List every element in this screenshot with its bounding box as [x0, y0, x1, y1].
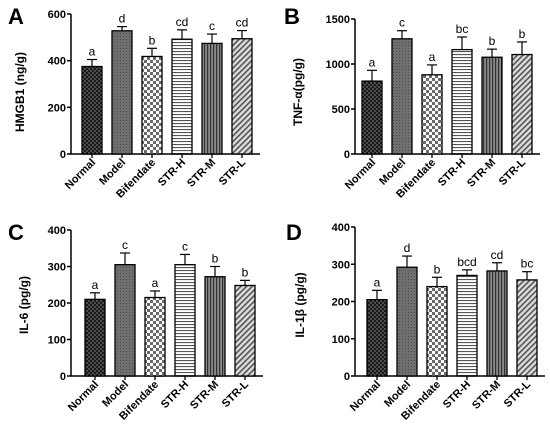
significance-label: a	[374, 275, 381, 289]
bar-str-l	[234, 284, 256, 377]
significance-label: cd	[236, 16, 249, 30]
significance-label: a	[92, 278, 99, 292]
significance-label: b	[519, 27, 526, 41]
bar-str-h	[451, 48, 473, 155]
panel-letter: C	[8, 220, 24, 245]
y-tick-label: 0	[344, 149, 350, 161]
bar-str-m	[201, 42, 223, 155]
bar-bifendate	[426, 285, 448, 377]
bar-bifendate	[144, 296, 166, 377]
bar-normal	[361, 80, 383, 155]
panel-letter: B	[284, 4, 300, 29]
bar-model	[114, 264, 136, 377]
y-tick-label: 500	[332, 104, 350, 116]
significance-label: b	[149, 33, 156, 47]
y-axis-label: IL-1β (pg/g)	[293, 272, 307, 337]
y-tick-label: 0	[60, 371, 66, 383]
significance-label: b	[434, 262, 441, 276]
x-tick-label: STR-L	[502, 378, 534, 410]
bar-str-h	[456, 274, 478, 377]
significance-label: cd	[491, 248, 504, 262]
x-tick-label: STR-L	[217, 156, 249, 188]
y-tick-label: 0	[344, 371, 350, 383]
y-tick-label: 400	[332, 222, 350, 234]
bar-model	[111, 30, 133, 155]
significance-label: b	[489, 34, 496, 48]
significance-label: c	[399, 16, 405, 30]
bar-str-m	[486, 270, 508, 377]
x-tick-label: STR-M	[188, 379, 221, 412]
x-tick-label: STR-H	[156, 157, 188, 189]
significance-label: d	[119, 12, 126, 26]
bar-str-l	[516, 279, 538, 377]
bar-str-l	[231, 38, 253, 155]
x-tick-label: Normal	[343, 157, 378, 192]
bar-normal	[84, 298, 106, 377]
bar-str-h	[171, 38, 193, 155]
significance-label: cd	[176, 15, 189, 29]
y-tick-label: 400	[48, 225, 66, 237]
panel-letter: D	[286, 220, 302, 245]
y-tick-label: 0	[60, 149, 66, 161]
significance-label: d	[404, 241, 411, 255]
x-tick-label: STR-M	[470, 379, 503, 412]
bar-model	[396, 266, 418, 377]
bar-model	[391, 38, 413, 155]
panel-D: DIL-1β (pg/g)0100200300400aNormaldModelb…	[286, 220, 545, 423]
y-tick-label: 300	[48, 262, 66, 274]
bar-normal	[366, 298, 388, 377]
significance-label: bc	[521, 257, 534, 271]
bar-str-h	[174, 264, 196, 377]
bar-normal	[81, 65, 103, 155]
significance-label: b	[242, 265, 249, 279]
significance-label: bc	[456, 22, 469, 36]
significance-label: a	[89, 45, 96, 59]
y-tick-label: 300	[332, 259, 350, 271]
x-tick-label: STR-H	[441, 379, 473, 411]
x-tick-label: STR-L	[220, 378, 252, 410]
x-tick-label: STR-L	[497, 156, 529, 188]
bar-bifendate	[421, 74, 443, 155]
y-tick-label: 200	[48, 102, 66, 114]
significance-label: c	[182, 239, 188, 253]
x-tick-label: STR-H	[159, 379, 191, 411]
x-tick-label: STR-M	[185, 157, 218, 190]
significance-label: a	[369, 55, 376, 69]
y-axis-label: IL-6 (pg/g)	[17, 276, 31, 334]
bar-str-m	[481, 56, 503, 155]
significance-label: c	[122, 238, 128, 252]
significance-label: a	[152, 276, 159, 290]
significance-label: b	[212, 252, 219, 266]
bar-str-m	[204, 276, 226, 377]
x-tick-label: Normal	[348, 379, 383, 414]
y-tick-label: 100	[332, 334, 350, 346]
x-tick-label: Normal	[63, 157, 98, 192]
panel-letter: A	[8, 4, 24, 29]
y-tick-label: 1000	[326, 59, 350, 71]
significance-label: a	[429, 50, 436, 64]
bar-str-l	[511, 53, 533, 155]
bar-bifendate	[141, 55, 163, 155]
y-tick-label: 600	[48, 9, 66, 21]
y-axis-label: TNF-α(pg/g)	[291, 58, 305, 126]
y-axis-label: HMGB1 (ng/g)	[13, 52, 27, 132]
panel-B: BTNF-α(pg/g)050010001500aNormalcModelaBi…	[284, 4, 540, 201]
y-tick-label: 1500	[326, 14, 350, 26]
y-tick-label: 200	[332, 297, 350, 309]
x-tick-label: STR-M	[465, 157, 498, 190]
y-tick-label: 200	[48, 298, 66, 310]
significance-label: c	[209, 19, 215, 33]
x-tick-label: STR-H	[436, 157, 468, 189]
significance-label: bcd	[457, 255, 476, 269]
panel-C: CIL-6 (pg/g)0100200300400aNormalcModelaB…	[8, 220, 263, 423]
x-tick-label: Normal	[66, 379, 101, 414]
y-tick-label: 400	[48, 56, 66, 68]
y-tick-label: 100	[48, 335, 66, 347]
